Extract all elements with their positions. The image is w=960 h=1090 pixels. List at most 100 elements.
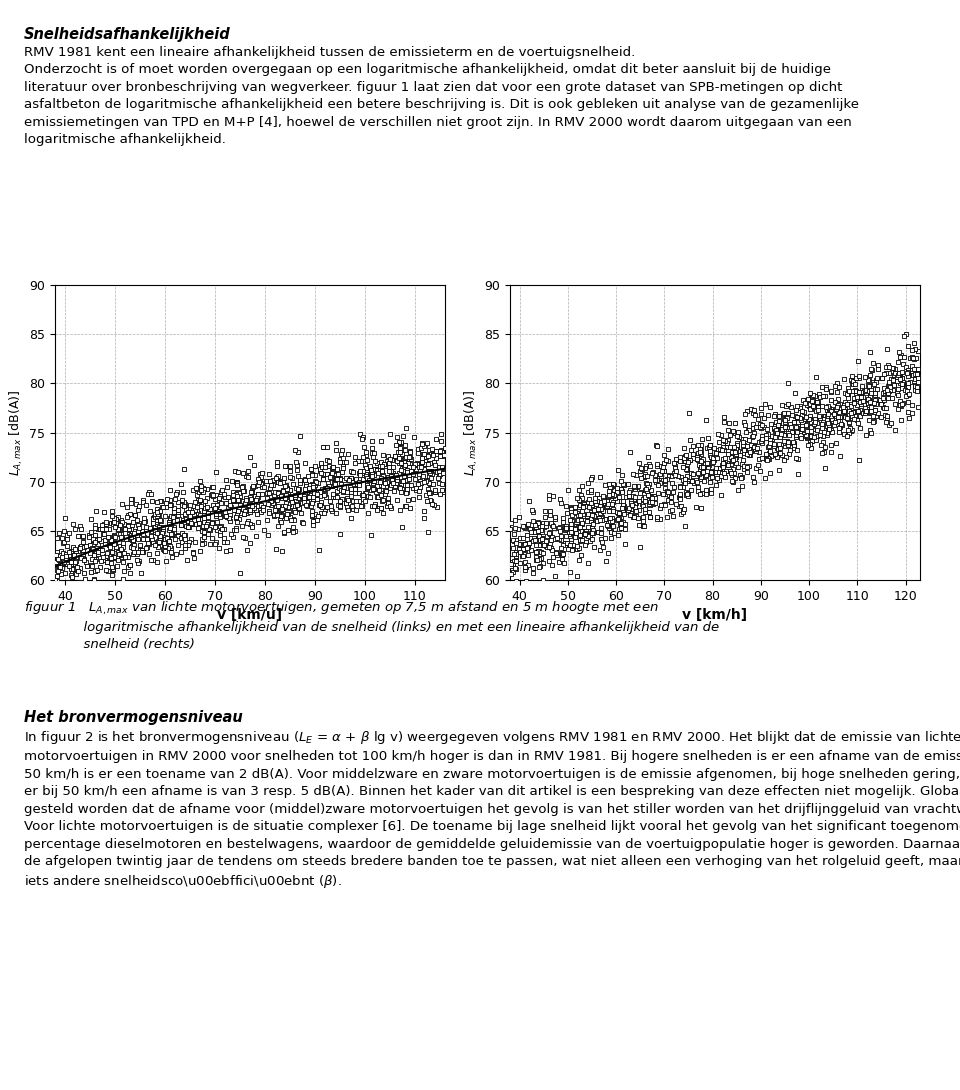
Point	[678, 487, 693, 505]
Point	[731, 458, 746, 475]
Point	[724, 464, 739, 482]
Point	[745, 404, 760, 422]
Point	[593, 493, 609, 510]
Point	[863, 385, 878, 402]
Point	[377, 457, 393, 474]
Point	[406, 465, 421, 483]
Point	[840, 422, 855, 439]
Point	[633, 460, 648, 477]
Point	[197, 499, 212, 517]
Point	[314, 498, 329, 516]
Point	[290, 488, 305, 506]
Point	[788, 449, 804, 467]
Point	[612, 488, 627, 506]
Point	[115, 570, 131, 588]
Point	[116, 521, 132, 538]
Point	[336, 482, 351, 499]
Point	[900, 364, 915, 381]
Point	[887, 364, 902, 381]
Point	[673, 448, 688, 465]
Point	[767, 428, 782, 446]
Point	[209, 521, 225, 538]
Point	[505, 562, 520, 580]
Point	[293, 486, 308, 504]
Point	[124, 526, 139, 544]
Point	[69, 549, 84, 567]
Point	[736, 441, 752, 459]
Point	[613, 520, 629, 537]
Point	[530, 542, 545, 559]
Point	[315, 465, 330, 483]
Point	[691, 456, 707, 473]
Point	[677, 517, 692, 534]
Point	[389, 492, 404, 509]
Point	[826, 402, 841, 420]
Point	[119, 528, 134, 545]
Point	[90, 544, 106, 561]
Point	[84, 564, 99, 581]
Point	[626, 508, 641, 525]
Point	[170, 511, 185, 529]
Point	[810, 399, 826, 416]
Point	[845, 367, 860, 385]
Point	[703, 484, 718, 501]
Point	[860, 372, 876, 389]
Point	[83, 545, 98, 562]
Point	[158, 495, 174, 512]
Point	[563, 536, 578, 554]
Point	[197, 499, 212, 517]
Point	[124, 532, 139, 549]
Point	[682, 451, 697, 469]
Point	[351, 484, 367, 501]
Point	[507, 581, 522, 598]
Point	[317, 480, 332, 497]
Point	[531, 558, 546, 576]
Point	[307, 476, 323, 494]
Point	[343, 480, 358, 497]
Point	[658, 451, 673, 469]
Point	[297, 494, 312, 511]
Point	[74, 520, 89, 537]
Point	[638, 474, 654, 492]
Point	[87, 526, 103, 544]
Point	[852, 402, 867, 420]
Point	[126, 528, 141, 545]
Point	[736, 460, 752, 477]
Point	[543, 532, 559, 549]
Point	[893, 392, 908, 410]
Point	[254, 474, 270, 492]
Point	[524, 523, 540, 541]
Point	[182, 511, 198, 529]
Point	[402, 455, 418, 472]
Point	[767, 446, 782, 463]
Point	[262, 493, 277, 510]
Point	[567, 541, 583, 558]
Point	[610, 493, 625, 510]
Point	[186, 505, 202, 522]
Point	[87, 553, 103, 570]
Point	[415, 434, 430, 451]
Point	[424, 496, 440, 513]
Point	[705, 465, 720, 483]
Point	[804, 439, 819, 457]
Point	[878, 400, 894, 417]
Point	[56, 544, 71, 561]
Point	[518, 558, 534, 576]
Point	[396, 475, 411, 493]
Point	[141, 545, 156, 562]
Point	[592, 511, 608, 529]
Point	[548, 511, 564, 529]
Point	[135, 490, 151, 508]
Point	[415, 436, 430, 453]
Point	[170, 536, 185, 554]
Point	[732, 447, 748, 464]
Point	[208, 463, 224, 481]
Point	[554, 546, 569, 564]
Point	[375, 505, 391, 522]
Point	[895, 374, 910, 391]
Point	[515, 536, 530, 554]
Point	[115, 554, 131, 571]
Point	[361, 505, 376, 522]
Point	[113, 519, 129, 536]
Point	[253, 469, 269, 486]
